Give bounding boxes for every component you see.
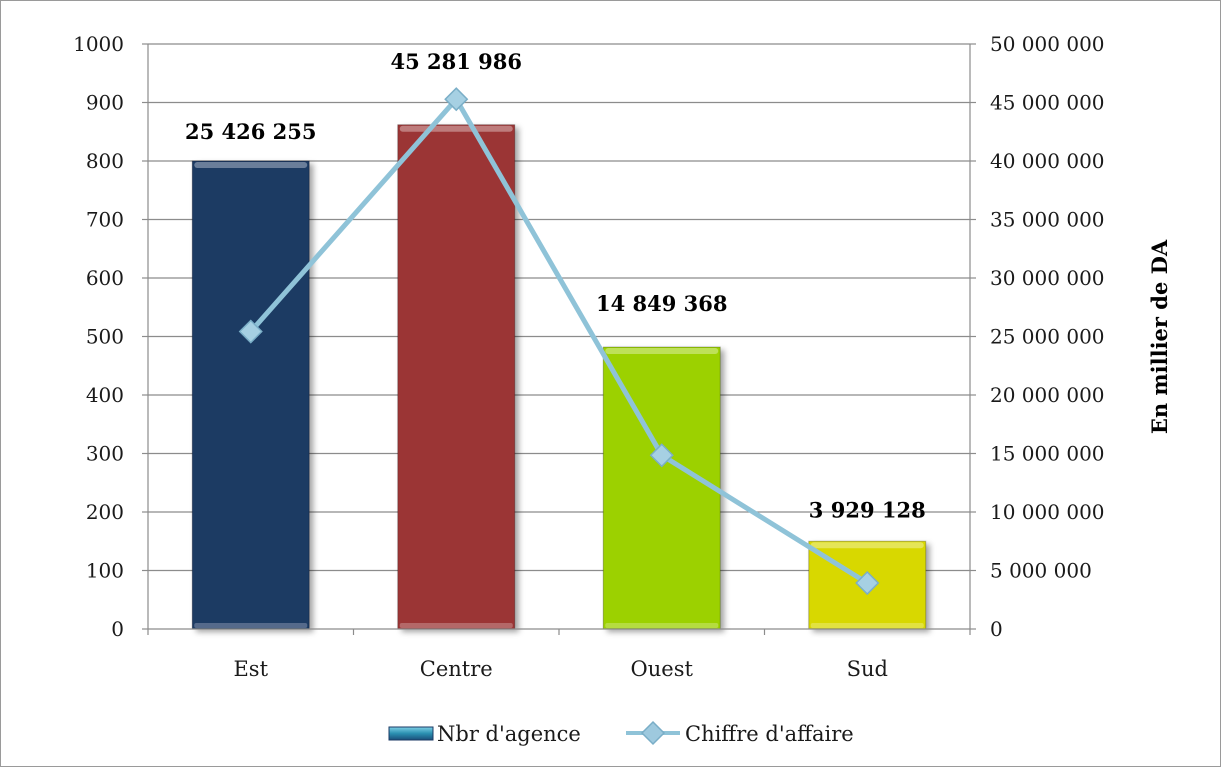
- left-tick-label: 600: [86, 266, 124, 290]
- line-marker-sud: [855, 570, 880, 596]
- legend-label-line: Chiffre d'affaire: [685, 722, 854, 746]
- bar-base-highlight: [605, 623, 719, 628]
- line-marker-centre: [444, 87, 469, 112]
- data-label: 14 849 368: [596, 291, 728, 316]
- bar-highlight: [399, 125, 513, 132]
- right-axis-title: En millier de DA: [1147, 239, 1172, 434]
- legend-item-bars: Nbr d'agence: [388, 722, 581, 746]
- right-tick-label: 5 000 000: [990, 559, 1092, 583]
- category-label: Centre: [420, 657, 493, 681]
- bar-centre: [397, 124, 516, 630]
- right-tick-label: 15 000 000: [990, 442, 1105, 466]
- right-tick-label: 25 000 000: [990, 325, 1105, 349]
- legend-bar-swatch: [388, 726, 434, 741]
- left-tick-label: 0: [111, 617, 124, 641]
- data-labels: 25 426 255 45 281 986 14 849 368 3 929 128: [185, 49, 926, 522]
- category-label: Ouest: [631, 657, 694, 681]
- line-path: [248, 96, 869, 586]
- right-tick-label: 20 000 000: [990, 383, 1105, 407]
- left-tick-label: 800: [86, 149, 124, 173]
- category-label: Sud: [847, 657, 888, 681]
- line-series: [238, 87, 880, 596]
- right-tick-label: 30 000 000: [990, 266, 1105, 290]
- right-tick-label: 0: [990, 617, 1003, 641]
- bar-body: [191, 160, 310, 630]
- data-label: 25 426 255: [185, 119, 317, 144]
- bar-body: [397, 124, 516, 630]
- legend-marker-diamond: [640, 720, 666, 746]
- left-tick-label: 900: [86, 91, 124, 115]
- left-axis-ticks: 0 100 200 300 400 500 600 700 800 900 1000: [73, 32, 124, 641]
- left-tick-label: 200: [86, 500, 124, 524]
- right-tick-label: 45 000 000: [990, 91, 1105, 115]
- right-tick-label: 40 000 000: [990, 149, 1105, 173]
- bar-highlight: [605, 348, 719, 355]
- bar-ouest: [602, 346, 721, 630]
- left-tick-label: 1000: [73, 32, 124, 56]
- left-tick-label: 700: [86, 208, 124, 232]
- data-label: 45 281 986: [390, 49, 522, 74]
- right-axis-ticks: 0 5 000 000 10 000 000 15 000 000 20 000 000…: [990, 32, 1105, 641]
- line-marker-ouest: [649, 443, 674, 468]
- right-tick-label: 35 000 000: [990, 208, 1105, 232]
- left-tick-label: 500: [86, 325, 124, 349]
- right-tick-label: 50 000 000: [990, 32, 1105, 56]
- legend: Nbr d'agence Chiffre d'affaire: [388, 720, 854, 746]
- left-tick-label: 400: [86, 383, 124, 407]
- bar-est: [191, 160, 310, 630]
- category-label: Est: [233, 657, 268, 681]
- legend-item-line: Chiffre d'affaire: [626, 720, 854, 746]
- bar-base-highlight: [194, 623, 308, 628]
- data-label: 3 929 128: [809, 497, 926, 522]
- left-tick-label: 100: [86, 559, 124, 583]
- left-tick-label: 300: [86, 442, 124, 466]
- bar-base-highlight: [399, 623, 513, 628]
- bar-highlight: [194, 162, 308, 168]
- right-tick-label: 10 000 000: [990, 500, 1105, 524]
- bar-highlight: [810, 542, 924, 549]
- bar-body: [602, 346, 721, 630]
- bar-base-highlight: [810, 623, 924, 628]
- category-labels: Est Centre Ouest Sud: [233, 657, 887, 681]
- line-marker-est: [238, 319, 263, 344]
- legend-label-bars: Nbr d'agence: [437, 722, 581, 746]
- axes: [142, 43, 976, 635]
